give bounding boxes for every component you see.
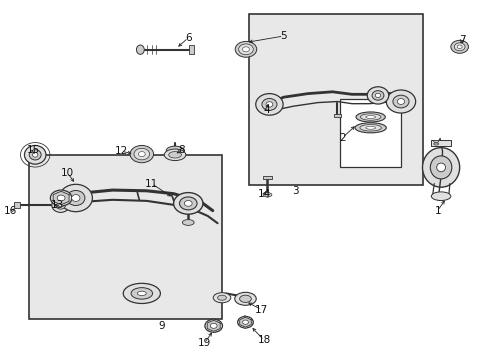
Ellipse shape bbox=[130, 145, 153, 163]
Ellipse shape bbox=[392, 95, 408, 108]
Polygon shape bbox=[239, 317, 251, 327]
Ellipse shape bbox=[453, 43, 464, 51]
Ellipse shape bbox=[365, 116, 375, 118]
Ellipse shape bbox=[32, 153, 38, 157]
Text: 15: 15 bbox=[26, 145, 40, 155]
Ellipse shape bbox=[422, 148, 459, 187]
Ellipse shape bbox=[371, 91, 383, 100]
Ellipse shape bbox=[365, 126, 375, 129]
Ellipse shape bbox=[360, 114, 380, 120]
Text: 8: 8 bbox=[178, 145, 185, 155]
Ellipse shape bbox=[355, 112, 385, 122]
Ellipse shape bbox=[204, 319, 222, 332]
Ellipse shape bbox=[59, 204, 62, 207]
Ellipse shape bbox=[239, 295, 251, 302]
Ellipse shape bbox=[375, 93, 380, 98]
Ellipse shape bbox=[433, 140, 438, 143]
Bar bbox=[333, 114, 340, 117]
Text: 3: 3 bbox=[292, 186, 299, 196]
Text: 13: 13 bbox=[51, 200, 64, 210]
Bar bbox=[249, 14, 422, 185]
Ellipse shape bbox=[134, 148, 149, 160]
Ellipse shape bbox=[52, 198, 69, 212]
Ellipse shape bbox=[386, 90, 415, 113]
Ellipse shape bbox=[164, 149, 185, 161]
Text: 10: 10 bbox=[61, 168, 74, 178]
Text: 14: 14 bbox=[257, 189, 270, 199]
Text: 12: 12 bbox=[114, 146, 128, 156]
Ellipse shape bbox=[234, 292, 256, 305]
Ellipse shape bbox=[238, 44, 253, 55]
Text: 1: 1 bbox=[433, 206, 440, 216]
Text: 7: 7 bbox=[458, 35, 465, 45]
Text: 11: 11 bbox=[144, 179, 158, 189]
Ellipse shape bbox=[359, 125, 381, 131]
Ellipse shape bbox=[242, 320, 248, 324]
Ellipse shape bbox=[433, 143, 438, 145]
Text: 19: 19 bbox=[197, 338, 211, 348]
Text: 5: 5 bbox=[280, 31, 286, 41]
Ellipse shape bbox=[237, 316, 253, 328]
Ellipse shape bbox=[66, 190, 85, 206]
Ellipse shape bbox=[396, 99, 404, 104]
Ellipse shape bbox=[173, 193, 203, 214]
Ellipse shape bbox=[242, 47, 249, 52]
Polygon shape bbox=[53, 191, 69, 205]
Ellipse shape bbox=[255, 94, 283, 115]
Text: 17: 17 bbox=[254, 305, 268, 315]
Ellipse shape bbox=[265, 102, 272, 107]
Bar bbox=[14, 202, 20, 208]
Ellipse shape bbox=[166, 146, 183, 155]
Ellipse shape bbox=[262, 99, 276, 111]
Ellipse shape bbox=[210, 323, 217, 328]
Text: 4: 4 bbox=[263, 105, 269, 115]
Ellipse shape bbox=[263, 193, 271, 197]
Ellipse shape bbox=[179, 197, 197, 210]
Ellipse shape bbox=[354, 123, 386, 133]
Bar bbox=[263, 176, 271, 179]
Text: 18: 18 bbox=[257, 335, 270, 345]
Ellipse shape bbox=[456, 45, 461, 49]
Text: 6: 6 bbox=[184, 33, 191, 43]
Ellipse shape bbox=[137, 291, 146, 296]
Bar bbox=[29, 155, 222, 319]
Ellipse shape bbox=[182, 220, 194, 225]
Ellipse shape bbox=[429, 156, 451, 179]
Ellipse shape bbox=[123, 283, 160, 303]
Ellipse shape bbox=[56, 201, 65, 209]
Ellipse shape bbox=[131, 288, 152, 299]
Text: 16: 16 bbox=[4, 206, 18, 216]
Ellipse shape bbox=[366, 87, 388, 104]
Ellipse shape bbox=[57, 195, 65, 201]
Bar bbox=[430, 140, 450, 146]
Ellipse shape bbox=[184, 201, 192, 206]
Ellipse shape bbox=[450, 40, 468, 53]
Text: 2: 2 bbox=[338, 133, 345, 143]
Ellipse shape bbox=[59, 184, 92, 212]
Bar bbox=[339, 99, 400, 167]
Ellipse shape bbox=[24, 145, 46, 164]
Ellipse shape bbox=[430, 192, 450, 201]
Ellipse shape bbox=[436, 163, 445, 172]
Ellipse shape bbox=[71, 195, 80, 202]
Ellipse shape bbox=[235, 41, 256, 57]
Ellipse shape bbox=[136, 45, 144, 54]
Ellipse shape bbox=[138, 152, 145, 157]
Ellipse shape bbox=[168, 152, 181, 158]
Ellipse shape bbox=[213, 293, 230, 303]
Text: 9: 9 bbox=[158, 321, 164, 331]
Ellipse shape bbox=[217, 295, 226, 300]
Ellipse shape bbox=[50, 190, 72, 206]
Bar bbox=[189, 45, 194, 54]
Polygon shape bbox=[207, 320, 220, 331]
Ellipse shape bbox=[29, 150, 41, 160]
